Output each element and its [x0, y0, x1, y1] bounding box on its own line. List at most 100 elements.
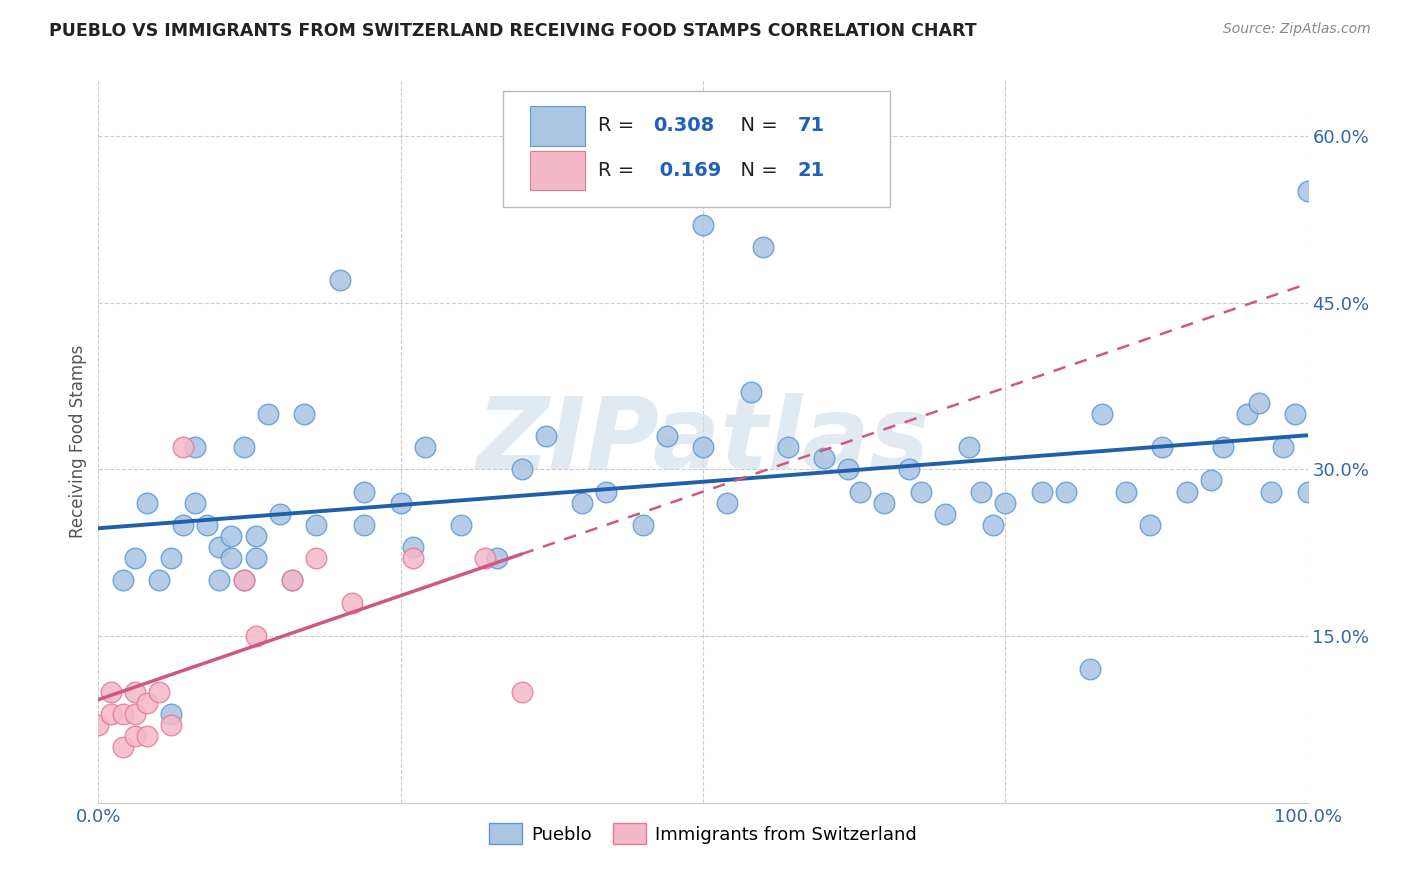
Point: [208, 574, 231, 588]
Text: ZIPatlas: ZIPatlas: [477, 393, 929, 490]
Point: [1031, 484, 1053, 499]
Text: N =: N =: [728, 116, 785, 136]
Point: [934, 507, 956, 521]
Point: [111, 574, 134, 588]
Point: [124, 551, 146, 566]
Point: [329, 273, 352, 287]
Legend: Pueblo, Immigrants from Switzerland: Pueblo, Immigrants from Switzerland: [482, 816, 924, 852]
Point: [232, 574, 254, 588]
Point: [124, 729, 146, 743]
Point: [124, 684, 146, 698]
Point: [776, 440, 799, 454]
Point: [124, 706, 146, 721]
Point: [100, 684, 122, 698]
Point: [208, 540, 231, 554]
Point: [897, 462, 920, 476]
Point: [1199, 474, 1222, 488]
Point: [195, 517, 218, 532]
Point: [184, 496, 207, 510]
Text: 21: 21: [797, 161, 824, 180]
Point: [1091, 407, 1114, 421]
Point: [981, 517, 1004, 532]
Text: R =: R =: [598, 161, 640, 180]
Point: [1175, 484, 1198, 499]
FancyBboxPatch shape: [503, 91, 890, 207]
Point: [1296, 484, 1319, 499]
Point: [1296, 185, 1319, 199]
Point: [510, 462, 533, 476]
Y-axis label: Receiving Food Stamps: Receiving Food Stamps: [69, 345, 87, 538]
Point: [184, 440, 207, 454]
Point: [135, 696, 157, 710]
Text: N =: N =: [728, 161, 785, 180]
Point: [135, 496, 157, 510]
Point: [752, 240, 775, 254]
Point: [402, 551, 425, 566]
Point: [450, 517, 472, 532]
Point: [269, 507, 291, 521]
Point: [994, 496, 1017, 510]
Point: [402, 540, 425, 554]
Point: [1078, 662, 1101, 676]
Point: [160, 551, 183, 566]
Point: [1249, 395, 1271, 409]
Point: [172, 517, 194, 532]
Point: [910, 484, 932, 499]
Point: [873, 496, 896, 510]
Text: 71: 71: [797, 116, 824, 136]
Point: [281, 574, 304, 588]
Point: [245, 629, 267, 643]
Point: [474, 551, 496, 566]
Point: [1260, 484, 1282, 499]
Point: [353, 484, 375, 499]
Point: [655, 429, 678, 443]
Point: [245, 551, 267, 566]
Point: [281, 574, 304, 588]
Point: [1139, 517, 1161, 532]
Text: R =: R =: [598, 116, 640, 136]
Point: [111, 740, 134, 755]
Point: [305, 517, 328, 532]
Point: [232, 574, 254, 588]
Point: [510, 684, 533, 698]
Point: [160, 706, 183, 721]
Point: [534, 429, 557, 443]
Point: [353, 517, 375, 532]
Point: [292, 407, 315, 421]
Point: [111, 706, 134, 721]
Point: [692, 218, 714, 232]
Point: [716, 496, 738, 510]
Point: [305, 551, 328, 566]
Text: 0.169: 0.169: [654, 161, 721, 180]
Point: [1054, 484, 1077, 499]
Point: [221, 551, 243, 566]
Point: [1236, 407, 1258, 421]
Point: [1272, 440, 1295, 454]
Point: [571, 496, 593, 510]
Text: 0.308: 0.308: [654, 116, 714, 136]
Point: [1284, 407, 1306, 421]
Point: [413, 440, 436, 454]
Point: [970, 484, 993, 499]
Point: [813, 451, 835, 466]
Point: [389, 496, 412, 510]
Point: [221, 529, 243, 543]
Point: [837, 462, 859, 476]
Text: PUEBLO VS IMMIGRANTS FROM SWITZERLAND RECEIVING FOOD STAMPS CORRELATION CHART: PUEBLO VS IMMIGRANTS FROM SWITZERLAND RE…: [49, 22, 977, 40]
Point: [148, 574, 170, 588]
Point: [957, 440, 980, 454]
Point: [160, 718, 183, 732]
Point: [87, 718, 110, 732]
Point: [342, 596, 364, 610]
Point: [849, 484, 872, 499]
Point: [256, 407, 278, 421]
Point: [100, 706, 122, 721]
FancyBboxPatch shape: [530, 151, 585, 191]
Point: [232, 440, 254, 454]
Point: [631, 517, 654, 532]
Text: Source: ZipAtlas.com: Source: ZipAtlas.com: [1223, 22, 1371, 37]
Point: [245, 529, 267, 543]
Point: [486, 551, 509, 566]
Point: [1212, 440, 1234, 454]
FancyBboxPatch shape: [530, 106, 585, 145]
